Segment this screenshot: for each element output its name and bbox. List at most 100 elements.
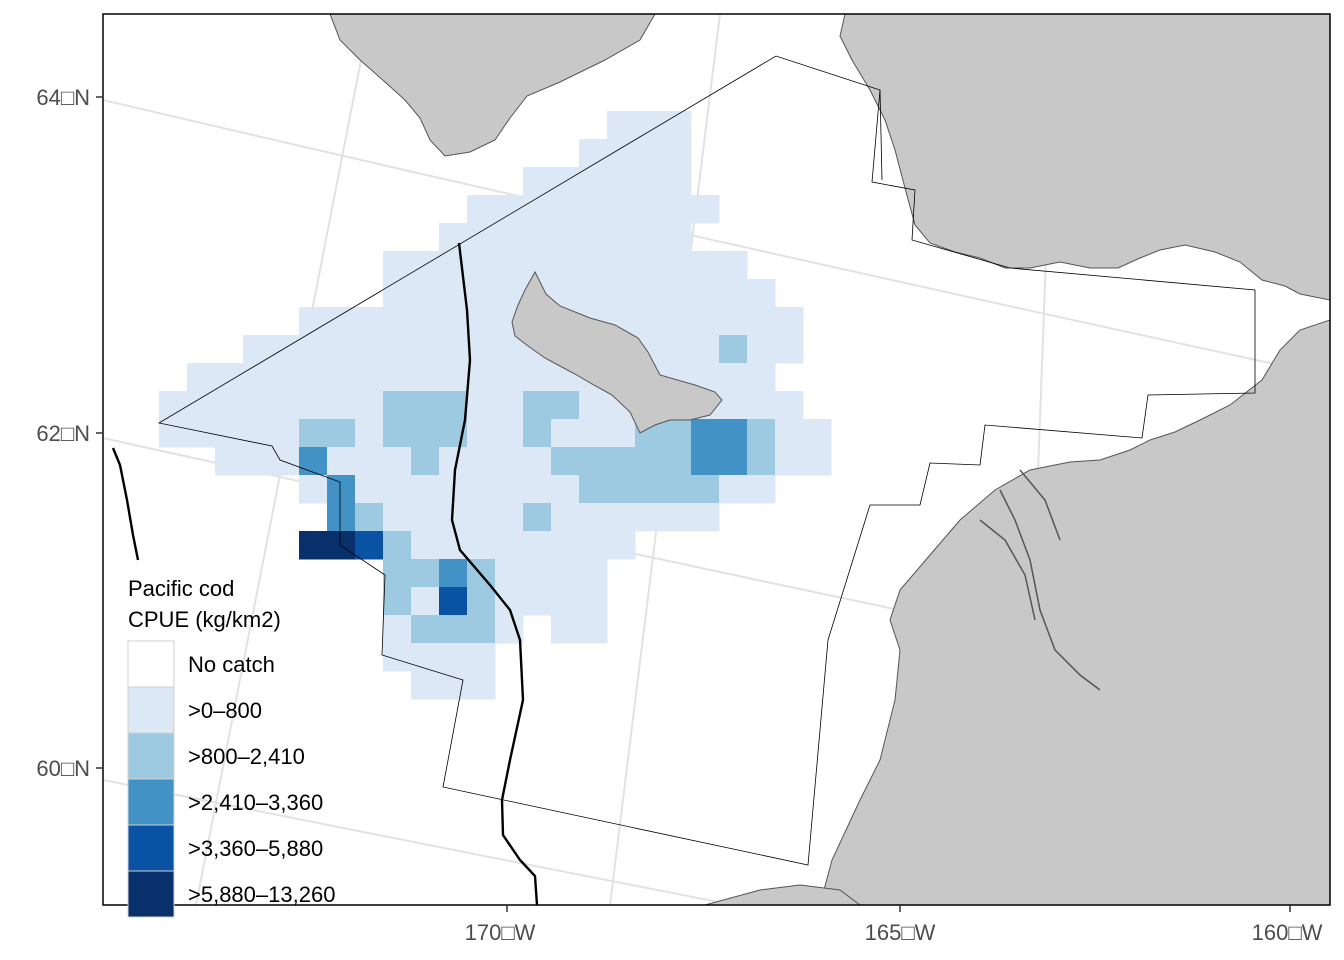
- cpue-cell: [299, 447, 328, 476]
- cpue-cell: [635, 195, 664, 224]
- cpue-cell: [411, 615, 440, 644]
- cpue-cell: [775, 447, 804, 476]
- cpue-cell: [663, 307, 692, 336]
- cpue-cell: [327, 307, 356, 336]
- cpue-cell: [551, 615, 580, 644]
- cpue-cell: [439, 671, 468, 700]
- cpue-cell: [523, 195, 552, 224]
- cpue-cell: [579, 223, 608, 252]
- cpue-cell: [467, 335, 496, 364]
- legend-title-line2: CPUE (kg/km2): [128, 607, 281, 632]
- cpue-cell: [607, 167, 636, 196]
- yukon-delta-land: [819, 319, 1330, 905]
- legend-key-swatch: [127, 732, 175, 780]
- cpue-cell: [635, 167, 664, 196]
- chukotka-land: [329, 14, 656, 157]
- cpue-cell: [439, 559, 468, 588]
- cpue-cell: [355, 447, 384, 476]
- cpue-cell: [355, 475, 384, 504]
- legend-key-swatch: [127, 824, 175, 872]
- cpue-cell: [215, 447, 244, 476]
- cpue-cell: [607, 251, 636, 280]
- cpue-cell: [299, 335, 328, 364]
- y-tick-label-64n: 64□N: [36, 85, 90, 110]
- cpue-cell: [691, 195, 720, 224]
- cpue-cell: [439, 643, 468, 672]
- cpue-cell: [299, 363, 328, 392]
- cpue-cell: [523, 559, 552, 588]
- cpue-cell: [411, 391, 440, 420]
- x-tick-label-160w: 160□W: [1252, 920, 1323, 945]
- cpue-cell: [747, 475, 776, 504]
- cpue-cell: [411, 475, 440, 504]
- cpue-cell: [747, 363, 776, 392]
- cpue-cell: [663, 503, 692, 532]
- cpue-cell: [159, 391, 188, 420]
- cpue-cell: [523, 503, 552, 532]
- legend-key-swatch: [127, 870, 175, 918]
- cpue-cell: [523, 363, 552, 392]
- cpue-cell: [439, 587, 468, 616]
- cpue-cell: [243, 363, 272, 392]
- cpue-cell: [579, 139, 608, 168]
- legend: Pacific cod CPUE (kg/km2) No catch >0–800…: [127, 576, 335, 918]
- cpue-cell: [523, 167, 552, 196]
- cpue-cell: [467, 643, 496, 672]
- cpue-cell: [523, 391, 552, 420]
- cpue-cell: [187, 391, 216, 420]
- cpue-cell: [439, 615, 468, 644]
- cpue-cell: [579, 587, 608, 616]
- cpue-cell: [691, 279, 720, 308]
- cpue-cell: [383, 587, 412, 616]
- cpue-cell: [691, 307, 720, 336]
- cpue-cell: [299, 307, 328, 336]
- cpue-cell: [495, 475, 524, 504]
- cpue-cell: [691, 503, 720, 532]
- y-tick-label-62n: 62□N: [36, 421, 90, 446]
- cpue-cell: [383, 615, 412, 644]
- cpue-cell: [467, 475, 496, 504]
- cpue-cell: [495, 559, 524, 588]
- cpue-cell: [411, 559, 440, 588]
- cpue-cell: [663, 251, 692, 280]
- cpue-cell: [719, 251, 748, 280]
- x-axis: 170□W 165□W 160□W: [465, 905, 1323, 945]
- cpue-cell: [383, 279, 412, 308]
- cpue-cell: [411, 447, 440, 476]
- cpue-cell: [467, 615, 496, 644]
- cpue-cell: [411, 643, 440, 672]
- cpue-cell: [719, 447, 748, 476]
- cpue-cell: [775, 335, 804, 364]
- cpue-cell: [691, 335, 720, 364]
- cpue-cell: [523, 251, 552, 280]
- legend-key-label: >0–800: [188, 698, 262, 723]
- cpue-cell: [327, 475, 356, 504]
- cpue-cell: [579, 391, 608, 420]
- cpue-cell: [579, 503, 608, 532]
- cpue-cell: [579, 419, 608, 448]
- cpue-cell: [383, 391, 412, 420]
- cpue-cell: [523, 587, 552, 616]
- cpue-cell: [607, 279, 636, 308]
- legend-key-label: No catch: [188, 652, 275, 677]
- cpue-cell: [579, 167, 608, 196]
- cpue-cell: [607, 111, 636, 140]
- strait-boundary-outline: [879, 89, 883, 181]
- legend-key-swatch: [127, 640, 175, 688]
- cpue-cell: [747, 391, 776, 420]
- cpue-cell: [383, 503, 412, 532]
- cpue-cell: [439, 363, 468, 392]
- cpue-cell: [691, 251, 720, 280]
- cpue-cell: [271, 391, 300, 420]
- cpue-cell: [551, 195, 580, 224]
- cpue-cell: [411, 363, 440, 392]
- cpue-cell: [467, 447, 496, 476]
- cpue-cell: [467, 391, 496, 420]
- cpue-cell: [355, 363, 384, 392]
- cpue-cell: [439, 223, 468, 252]
- cpue-cell: [635, 307, 664, 336]
- cpue-cell: [215, 391, 244, 420]
- cpue-cell: [467, 671, 496, 700]
- map-frame: [102, 13, 1331, 906]
